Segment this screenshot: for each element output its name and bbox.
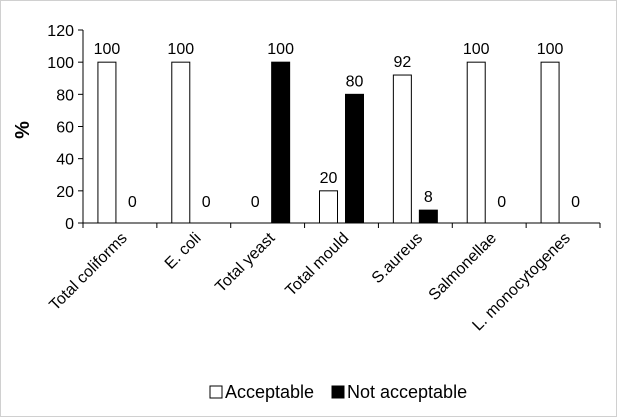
category-labels: Total coliforms E. coli Total yeast Total m…: [46, 229, 573, 334]
bar-acceptable: [540, 61, 560, 224]
bar-acceptable: [171, 61, 191, 224]
category-label: S.aureus: [369, 230, 426, 287]
category-label: Total coliforms: [46, 230, 130, 314]
category-label: Total mould: [282, 230, 352, 300]
bar-not-acceptable: [418, 209, 438, 224]
data-label: 0: [128, 194, 137, 211]
legend-label-acceptable: Acceptable: [225, 382, 314, 402]
bar-acceptable: [466, 61, 486, 224]
y-tick-label: 60: [56, 120, 74, 137]
bar-not-acceptable: [345, 93, 364, 224]
bar-acceptable: [319, 190, 338, 224]
y-tick-label: 120: [47, 23, 74, 40]
data-label: 100: [94, 41, 121, 58]
legend-swatch-acceptable: [209, 385, 223, 399]
data-label: 0: [251, 194, 260, 211]
category-label: Total yeast: [212, 229, 278, 295]
data-label: 0: [202, 194, 211, 211]
data-label: 100: [463, 41, 490, 58]
y-tick-label: 20: [56, 184, 74, 201]
data-label: 100: [267, 41, 294, 58]
data-label: 8: [424, 189, 433, 206]
legend-swatch-not-acceptable: [331, 385, 345, 399]
category-label: E. coli: [162, 230, 205, 273]
data-label: 92: [393, 54, 411, 71]
y-tick-label: 40: [56, 152, 74, 169]
data-label: 100: [537, 41, 564, 58]
legend: Acceptable Not acceptable: [209, 382, 467, 402]
category-label: Salmonellae: [426, 230, 500, 304]
bar-acceptable: [392, 74, 412, 224]
data-label: 100: [167, 41, 194, 58]
bar-not-acceptable: [271, 61, 291, 224]
y-axis-label: %: [12, 121, 34, 139]
data-label: 0: [571, 194, 580, 211]
legend-label-not-acceptable: Not acceptable: [347, 382, 467, 402]
y-tick-label: 100: [47, 55, 74, 72]
data-label: 80: [346, 73, 364, 90]
data-label: 20: [320, 170, 338, 187]
y-tick-label: 80: [56, 87, 74, 104]
data-label: 0: [497, 194, 506, 211]
y-tick-label: 0: [65, 216, 74, 233]
bar-acceptable: [97, 61, 117, 224]
bars: [97, 61, 560, 224]
